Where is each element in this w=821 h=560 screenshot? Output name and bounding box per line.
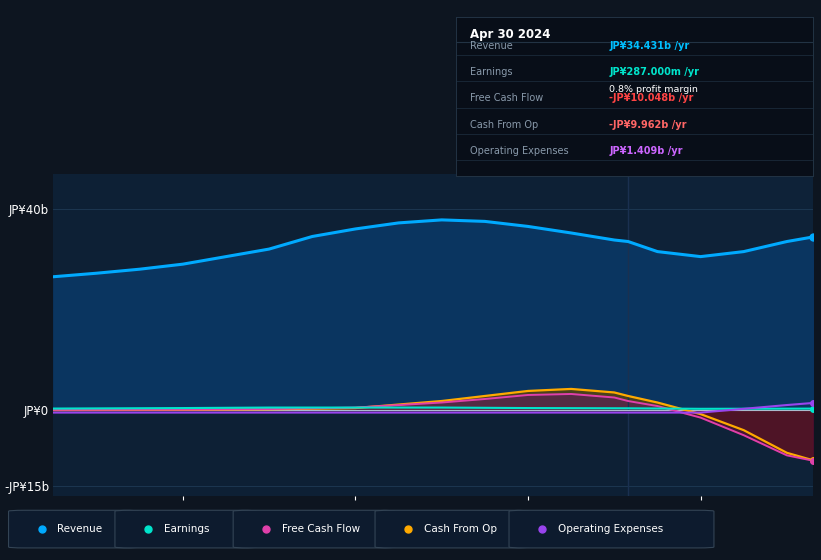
Text: Cash From Op: Cash From Op: [470, 120, 539, 130]
FancyBboxPatch shape: [509, 510, 714, 548]
Text: Earnings: Earnings: [164, 524, 209, 534]
FancyBboxPatch shape: [233, 510, 395, 548]
Text: Revenue: Revenue: [57, 524, 103, 534]
Text: JP¥34.431b /yr: JP¥34.431b /yr: [609, 41, 690, 51]
Text: -JP¥10.048b /yr: -JP¥10.048b /yr: [609, 94, 694, 104]
FancyBboxPatch shape: [375, 510, 529, 548]
Text: Revenue: Revenue: [470, 41, 512, 51]
Text: 0.8% profit margin: 0.8% profit margin: [609, 85, 698, 94]
Text: JP¥1.409b /yr: JP¥1.409b /yr: [609, 146, 683, 156]
Text: Cash From Op: Cash From Op: [424, 524, 497, 534]
Text: Free Cash Flow: Free Cash Flow: [470, 94, 544, 104]
Text: Operating Expenses: Operating Expenses: [470, 146, 569, 156]
Text: JP¥287.000m /yr: JP¥287.000m /yr: [609, 67, 699, 77]
FancyBboxPatch shape: [115, 510, 257, 548]
Text: Free Cash Flow: Free Cash Flow: [282, 524, 360, 534]
Text: Earnings: Earnings: [470, 67, 512, 77]
FancyBboxPatch shape: [8, 510, 139, 548]
Text: Apr 30 2024: Apr 30 2024: [470, 28, 550, 41]
Bar: [628, 174, 813, 496]
Text: Operating Expenses: Operating Expenses: [558, 524, 663, 534]
Text: -JP¥9.962b /yr: -JP¥9.962b /yr: [609, 120, 686, 130]
